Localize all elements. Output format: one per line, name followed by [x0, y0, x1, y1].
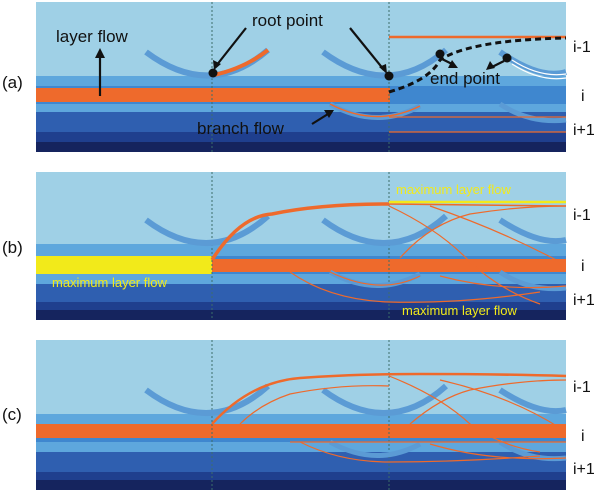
panel-a-band-deep	[36, 104, 566, 112]
panel-c-level-i: i	[581, 428, 585, 445]
panel-a-arrowhead-end-1	[448, 60, 458, 68]
panel-c-layer-flow-i	[36, 424, 566, 438]
panel-b-flow-cross-3	[429, 205, 561, 263]
panel-a-band-dark	[36, 132, 566, 142]
panel-b-flow-cross-2	[399, 205, 567, 259]
panel-a-label-layer-flow: layer flow	[56, 27, 129, 46]
panel-a-arrowhead-root-1	[213, 60, 221, 70]
panel-a-id: (a)	[2, 73, 23, 92]
panel-b-flow-top-line	[388, 203, 567, 207]
panel-b-flow-lower	[439, 275, 567, 289]
panel-a-branch-arc-5	[498, 101, 567, 124]
panel-c-id: (c)	[2, 405, 22, 424]
panel-a-arrow-root-1	[215, 27, 247, 67]
panel-b-branch-arc-5	[498, 269, 567, 292]
panel-b-flow-down	[289, 271, 541, 303]
panel-a-arrowhead-layer-flow	[95, 48, 105, 58]
panel-c-flow-up	[211, 372, 567, 425]
panel-a-level-i: i	[581, 88, 585, 105]
panel-c-level-i+1: i+1	[573, 461, 595, 478]
panel-b-branch-arc-1	[144, 213, 271, 247]
panel-c-band-darker	[36, 452, 566, 472]
panel-a-end-point-2	[502, 53, 512, 63]
panel-c-band-dark	[36, 472, 566, 480]
panel-b-id: (b)	[2, 238, 23, 257]
panel-b-flow-down-2	[329, 271, 421, 286]
panel-a-band-navy	[36, 142, 566, 152]
panel-a-root-point-1	[208, 68, 218, 78]
panel-c: (c) i-1 i i+1	[2, 340, 595, 490]
panel-c-band-navy	[36, 480, 566, 490]
panel-c-flow-cross-1	[388, 375, 541, 453]
panel-b-band-darker	[36, 284, 566, 302]
panel-a-flow-white-2	[511, 63, 567, 80]
panel-a-arrow-end-2	[491, 60, 505, 68]
panel-a-branch-arc-1-flow	[213, 48, 270, 77]
panel-b-branch-arc-3	[498, 217, 567, 245]
panel-b-branch-arc-2	[321, 213, 449, 247]
panel-c-band-light	[36, 414, 566, 424]
panel-c-level-i-1: i-1	[573, 379, 591, 396]
panel-a-arrow-root-2	[349, 27, 385, 71]
panel-a-arrow-end-1	[439, 57, 453, 65]
panel-a: (a) layer flow root point end point bran…	[2, 2, 595, 152]
panel-b: (b) maximum layer flow maximum layer flo…	[2, 172, 595, 320]
panel-a-arrow-branch	[311, 113, 329, 125]
panel-a-end-point-1	[435, 49, 445, 59]
panel-b-flow-up	[210, 202, 390, 261]
panel-a-label-end-point: end point	[430, 69, 500, 88]
panel-b-label-max-left: maximum layer flow	[52, 275, 167, 290]
panel-c-branch-arc-3	[498, 387, 567, 415]
panel-b-band-dark	[36, 302, 566, 310]
panel-b-band-navy	[36, 310, 566, 320]
panel-a-label-branch-flow: branch flow	[197, 119, 285, 138]
panel-a-band-light	[36, 76, 566, 86]
panel-b-flow-cross-1	[388, 205, 541, 305]
panel-c-flow-cross-2	[409, 379, 567, 425]
panel-b-max-flow-left	[36, 256, 212, 274]
panel-b-level-i+1: i+1	[573, 292, 595, 309]
panel-b-level-i: i	[581, 258, 585, 275]
panel-a-layer-flow-i	[36, 88, 390, 102]
panel-a-band-darker	[36, 112, 566, 132]
panel-b-band-light	[36, 244, 566, 256]
panel-a-arrowhead-root-2	[379, 64, 387, 74]
panel-c-branch-arc-4	[328, 439, 422, 458]
panel-c-flow-cross-3	[439, 379, 561, 429]
panel-a-level-i+1: i+1	[573, 122, 595, 139]
panel-a-level-i-1: i-1	[573, 39, 591, 56]
panel-c-branch-arc-1	[144, 383, 271, 417]
panel-b-label-max-top: maximum layer flow	[396, 182, 511, 197]
panel-b-label-max-bottom: maximum layer flow	[402, 303, 517, 318]
panel-a-branch-arc-4-flow	[329, 103, 421, 118]
panel-c-flow-lower-2	[299, 441, 541, 463]
panel-c-band-deep	[36, 442, 566, 452]
panel-c-flow-up-2	[239, 385, 390, 425]
panel-a-label-root-point: root point	[252, 11, 323, 30]
panel-a-arrowhead-branch	[324, 110, 334, 118]
panel-c-flow-lower-3	[429, 443, 567, 460]
panel-a-arrowhead-end-2	[486, 61, 495, 70]
panel-a-flow-white-1	[511, 59, 567, 76]
panel-b-level-i-1: i-1	[573, 207, 591, 224]
